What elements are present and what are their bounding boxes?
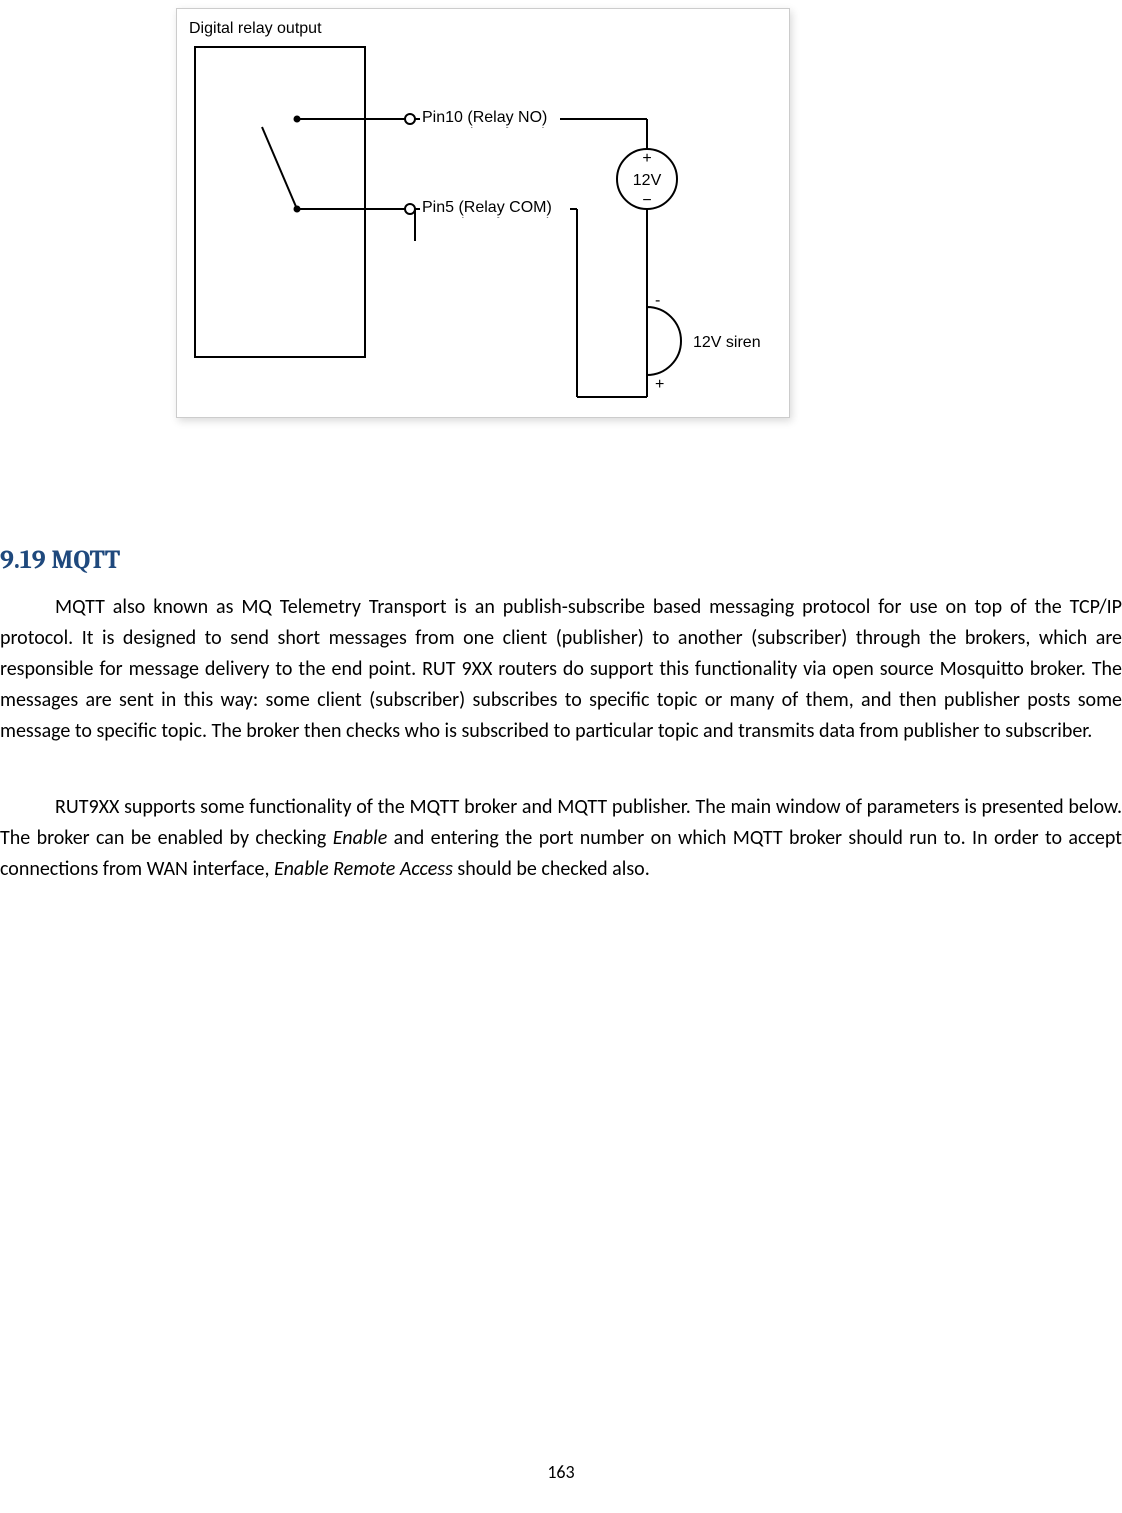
relay-no-node xyxy=(294,116,301,123)
paragraph-2: RUT9XX supports some functionality of th… xyxy=(0,792,1122,885)
page-number: 163 xyxy=(0,1461,1122,1483)
para2-enable: Enable xyxy=(333,826,388,850)
para2-e: should be checked also. xyxy=(453,857,650,881)
battery-minus: − xyxy=(642,192,651,209)
siren-symbol xyxy=(647,307,681,375)
relay-box xyxy=(195,47,365,357)
section-heading: 9.19 MQTT xyxy=(0,545,120,575)
pin10-label-top: Pin10 (Relay NO) xyxy=(422,109,547,126)
diagram-title-text: Digital relay output xyxy=(189,20,322,37)
pin5-terminal xyxy=(405,204,415,214)
siren-label: 12V siren xyxy=(693,334,761,351)
relay-switch-arm xyxy=(262,127,297,209)
battery-plus: + xyxy=(642,150,651,167)
page: Digital relay output Pin10 (Relay NO) Pi… xyxy=(0,0,1122,1513)
siren-plus-label: + xyxy=(655,376,664,393)
para2-remote: Enable Remote Access xyxy=(274,857,453,881)
relay-diagram-svg: Digital relay output Pin10 (Relay NO) Pi… xyxy=(177,9,789,417)
siren-minus-label: - xyxy=(655,292,660,309)
relay-diagram-frame: Digital relay output Pin10 (Relay NO) Pi… xyxy=(176,8,790,418)
pin5-label-top: Pin5 (Relay COM) xyxy=(422,199,552,216)
pin10-terminal xyxy=(405,114,415,124)
paragraph-1: MQTT also known as MQ Telemetry Transpor… xyxy=(0,592,1122,747)
battery-label: 12V xyxy=(633,172,662,189)
